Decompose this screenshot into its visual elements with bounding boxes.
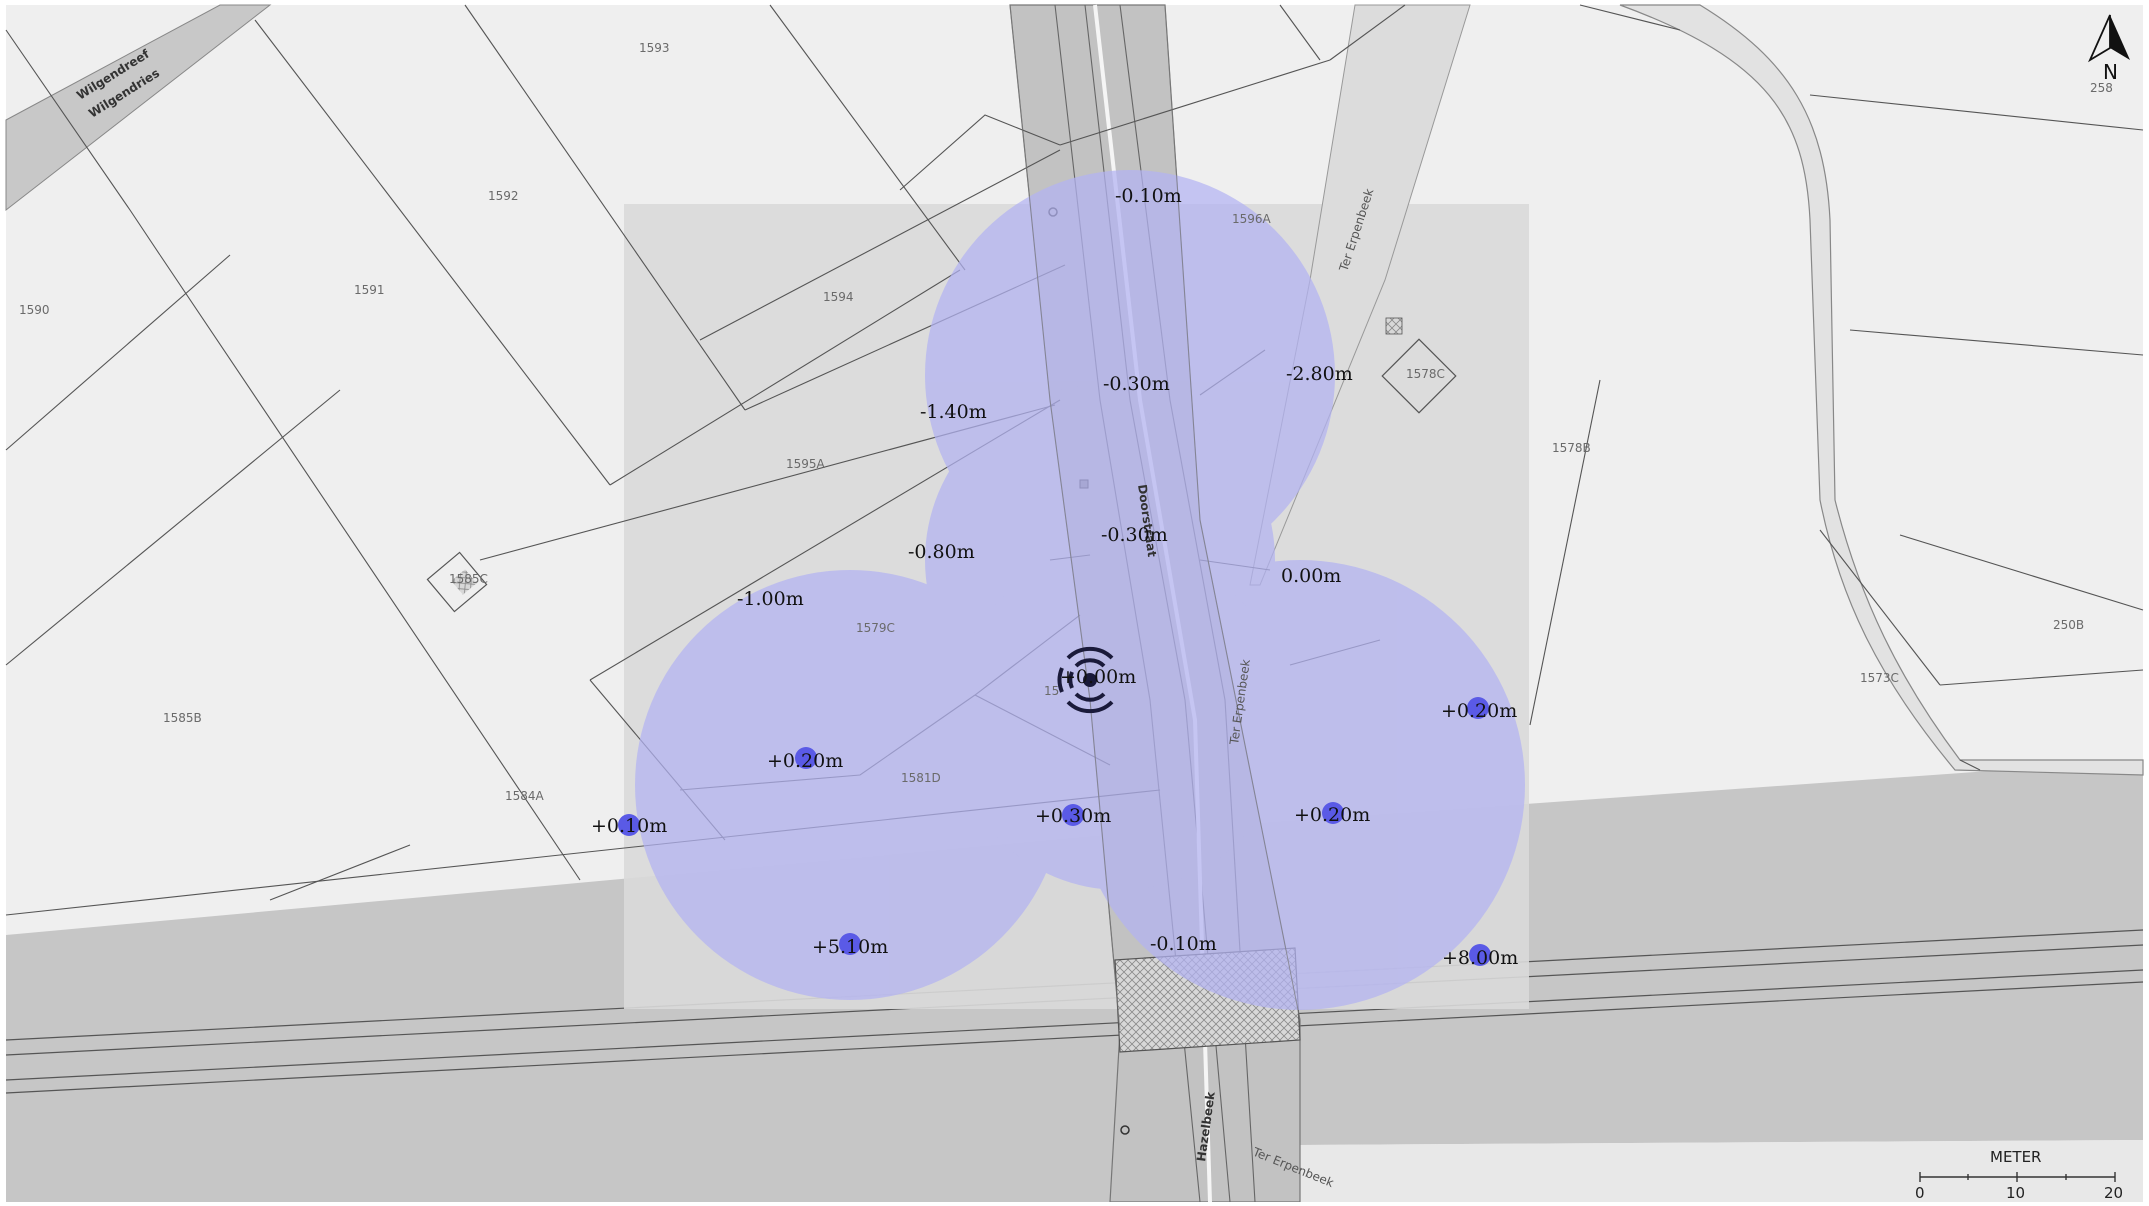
parcel-label: 1579C (856, 621, 895, 635)
building-1578c (1381, 338, 1457, 414)
elevation-label: +0.20m (1294, 804, 1370, 826)
elevation-label: -0.80m (908, 541, 975, 563)
elevation-label: -1.40m (920, 401, 987, 423)
parcel-label: 1584A (505, 789, 545, 803)
parcel-label: 1578B (1552, 441, 1591, 455)
parcel-label: 258 (2090, 81, 2113, 95)
scale-title: METER (1990, 1148, 2041, 1166)
parcel-label: 1590 (19, 303, 50, 317)
coverage-area (635, 170, 1525, 1010)
elevation-label: -0.10m (1115, 185, 1182, 207)
elevation-label: +0.10m (591, 815, 667, 837)
parcel-labels: 1593 1592 1591 1590 1594 1596A 1595A 158… (19, 41, 2113, 803)
parcel-label: 1581D (901, 771, 941, 785)
elevation-label: -0.30m (1103, 373, 1170, 395)
parcel-label: 1591 (354, 283, 385, 297)
parcel-label: 1594 (823, 290, 854, 304)
parcel-label: 1585C (449, 572, 488, 586)
elevation-label: +0.00m (1060, 666, 1136, 688)
center-parcel-label: 15 (1044, 684, 1059, 698)
elevation-label: -0.10m (1150, 933, 1217, 955)
building-1585c (426, 551, 488, 613)
scale-tick-label: 0 (1915, 1184, 1925, 1202)
road-overlay-lines (1009, 4, 1301, 1031)
parcel-label: 1595A (786, 457, 826, 471)
point-marker-bottom (1120, 1125, 1130, 1135)
elevation-labels: -0.10m -0.30m -2.80m -1.40m -0.80m -0.30… (591, 185, 1518, 969)
parcel-label: 250B (2053, 618, 2084, 632)
point-marker[interactable] (795, 747, 817, 769)
elevation-label: -2.80m (1286, 363, 1353, 385)
measurement-points (618, 697, 1491, 966)
point-marker[interactable] (1062, 804, 1084, 826)
elevation-label: -1.00m (737, 588, 804, 610)
parcel-label: 1573C (1860, 671, 1899, 685)
elevation-label: +0.20m (1441, 700, 1517, 722)
point-marker[interactable] (1469, 944, 1491, 966)
point-marker[interactable] (618, 814, 640, 836)
parcel-label: 1592 (488, 189, 519, 203)
parcel-label: 1593 (639, 41, 670, 55)
point-marker[interactable] (839, 933, 861, 955)
elevation-label: +8.00m (1442, 947, 1518, 969)
elevation-label: 0.00m (1281, 565, 1341, 587)
wilgendreef-road (5, 4, 272, 212)
compass-letter: N (2103, 60, 2118, 84)
parcel-label: 1596A (1232, 212, 1272, 226)
lower-road (1250, 1140, 2143, 1202)
elevation-label: +0.20m (767, 750, 843, 772)
parcel-label: 1578C (1406, 367, 1445, 381)
point-marker[interactable] (1322, 802, 1344, 824)
north-arrow-icon[interactable]: N (2088, 14, 2130, 84)
elevation-label: -0.30m (1101, 524, 1168, 546)
elevation-label: +0.30m (1035, 805, 1111, 827)
antenna-icon (1057, 646, 1114, 714)
scale-tick-label: 20 (2104, 1184, 2123, 1202)
elevation-label: +5.10m (812, 936, 888, 958)
building-hatched-small (451, 569, 477, 595)
right-curved-road (1619, 4, 2144, 776)
point-marker[interactable] (1467, 697, 1489, 719)
scale-bar: METER 0 10 20 (1915, 1148, 2123, 1202)
scale-tick-label: 10 (2006, 1184, 2025, 1202)
building-hatched-right (1385, 317, 1403, 335)
parcel-label: 1585B (163, 711, 202, 725)
